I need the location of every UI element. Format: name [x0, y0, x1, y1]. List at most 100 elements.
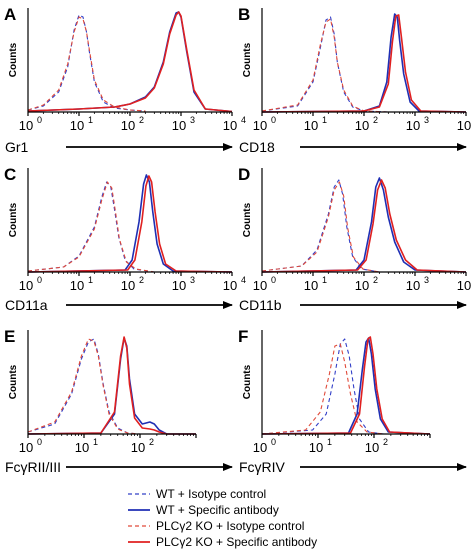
panel-letter: F [238, 327, 248, 346]
panel-letter: C [4, 165, 16, 184]
x-axis-marker-label: Gr1 [5, 139, 29, 155]
y-axis-label: Counts [8, 42, 19, 77]
x-tick-exponent: 3 [424, 115, 429, 125]
x-tick-label: 10 [457, 118, 471, 133]
x-tick-label: 10 [121, 118, 135, 133]
x-tick-label: 10 [19, 278, 33, 293]
legend-label: WT + Isotype control [156, 487, 266, 501]
x-tick-label: 10 [19, 118, 33, 133]
histogram-specific-series-4 [27, 11, 233, 113]
x-tick-label: 10 [304, 278, 318, 293]
x-tick-label: 10 [19, 440, 33, 455]
legend-entry: WT + Specific antibody [128, 503, 279, 517]
x-tick-exponent: 0 [271, 275, 276, 285]
legend: WT + Isotype control WT + Specific antibo… [128, 487, 317, 549]
x-tick-exponent: 0 [271, 115, 276, 125]
histogram-specific-series-2 [27, 11, 233, 113]
y-axis-label: Counts [242, 364, 253, 399]
histogram-specific-series-4 [261, 14, 467, 113]
x-tick-label: 10 [355, 118, 369, 133]
x-tick-label: 10 [172, 278, 186, 293]
y-axis-label: Counts [8, 202, 19, 237]
histogram-specific-series-4 [27, 175, 233, 273]
panel-letter: D [238, 165, 250, 184]
legend-label: PLCγ2 KO + Specific antibody [156, 535, 317, 549]
x-tick-label: 10 [131, 440, 145, 455]
x-tick-exponent: 1 [327, 437, 332, 447]
x-tick-exponent: 2 [373, 275, 378, 285]
panel-letter: B [238, 5, 250, 24]
x-tick-label: 10 [304, 118, 318, 133]
x-tick-exponent: 1 [322, 275, 327, 285]
panel-letter: E [4, 327, 15, 346]
x-tick-label: 10 [253, 118, 267, 133]
x-tick-label: 10 [406, 118, 420, 133]
histogram-isotype-series-1 [261, 179, 380, 273]
y-axis-label: Counts [8, 364, 19, 399]
histogram-isotype-series-3 [27, 338, 141, 435]
x-axis-marker-label: FcγRIV [239, 459, 286, 475]
legend-label: WT + Specific antibody [156, 503, 279, 517]
panel-B: B Counts 10 0 10 1 10 2 10 3 10 4 CD18 [238, 5, 471, 155]
panel-E: E Counts 10 0 10 1 10 2 FcγRII/III [4, 327, 233, 475]
x-tick-label: 10 [121, 278, 135, 293]
x-tick-exponent: 3 [190, 275, 195, 285]
y-axis-label: Counts [242, 42, 253, 77]
x-tick-label: 10 [70, 278, 84, 293]
histogram-specific-series-2 [261, 337, 431, 435]
legend-entry: PLCγ2 KO + Isotype control [128, 519, 304, 533]
x-tick-exponent: 1 [322, 115, 327, 125]
x-tick-exponent: 1 [93, 437, 98, 447]
histogram-specific-series-4 [27, 336, 196, 435]
histogram-isotype-series-1 [27, 338, 141, 435]
x-tick-exponent: 1 [88, 275, 93, 285]
x-tick-exponent: 0 [37, 115, 42, 125]
histogram-specific-series-4 [261, 336, 431, 435]
histogram-isotype-series-3 [261, 18, 389, 113]
x-tick-label: 10 [75, 440, 89, 455]
x-tick-label: 10 [70, 118, 84, 133]
histogram-isotype-series-1 [27, 14, 146, 112]
x-tick-exponent: 4 [241, 275, 246, 285]
panel-letter: A [4, 5, 16, 24]
x-tick-label: 10 [223, 118, 237, 133]
x-tick-exponent: 4 [241, 115, 246, 125]
x-tick-exponent: 2 [373, 115, 378, 125]
x-tick-label: 10 [253, 278, 267, 293]
histogram-isotype-series-3 [27, 181, 155, 273]
x-axis-marker-label: CD11b [239, 297, 282, 313]
histogram-specific-series-4 [261, 179, 467, 273]
histogram-specific-series-2 [261, 13, 467, 113]
x-tick-exponent: 0 [271, 437, 276, 447]
x-tick-label: 10 [253, 440, 267, 455]
x-tick-label: 10 [223, 278, 237, 293]
legend-entry: WT + Isotype control [128, 487, 266, 501]
histogram-specific-series-2 [261, 177, 467, 273]
histogram-isotype-series-1 [261, 16, 389, 113]
x-tick-exponent: 1 [88, 115, 93, 125]
x-tick-exponent: 0 [37, 437, 42, 447]
legend-label: PLCγ2 KO + Isotype control [156, 519, 304, 533]
panel-A: A Counts 10 0 10 1 10 2 10 3 10 4 Gr1 [4, 5, 246, 155]
x-tick-label: 10 [355, 278, 369, 293]
x-tick-exponent: 2 [139, 115, 144, 125]
x-tick-exponent: 3 [424, 275, 429, 285]
panel-D: D Counts 10 0 10 1 10 2 10 3 10 4 CD11b [238, 165, 471, 313]
histogram-isotype-series-3 [261, 343, 384, 435]
x-tick-label: 10 [457, 278, 471, 293]
x-tick-label: 10 [172, 118, 186, 133]
x-tick-exponent: 2 [139, 275, 144, 285]
panel-F: F Counts 10 0 10 1 10 2 FcγRIV [238, 327, 467, 475]
x-tick-exponent: 2 [383, 437, 388, 447]
x-tick-exponent: 0 [37, 275, 42, 285]
panel-C: C Counts 10 0 10 1 10 2 10 3 10 4 CD11a [4, 165, 246, 313]
histogram-specific-series-2 [27, 174, 233, 273]
histogram-isotype-series-3 [27, 16, 146, 112]
x-axis-marker-label: CD18 [239, 139, 275, 155]
x-tick-exponent: 2 [149, 437, 154, 447]
legend-entry: PLCγ2 KO + Specific antibody [128, 535, 317, 549]
x-axis-marker-label: CD11a [5, 297, 48, 313]
x-axis-marker-label: FcγRII/III [5, 459, 61, 475]
